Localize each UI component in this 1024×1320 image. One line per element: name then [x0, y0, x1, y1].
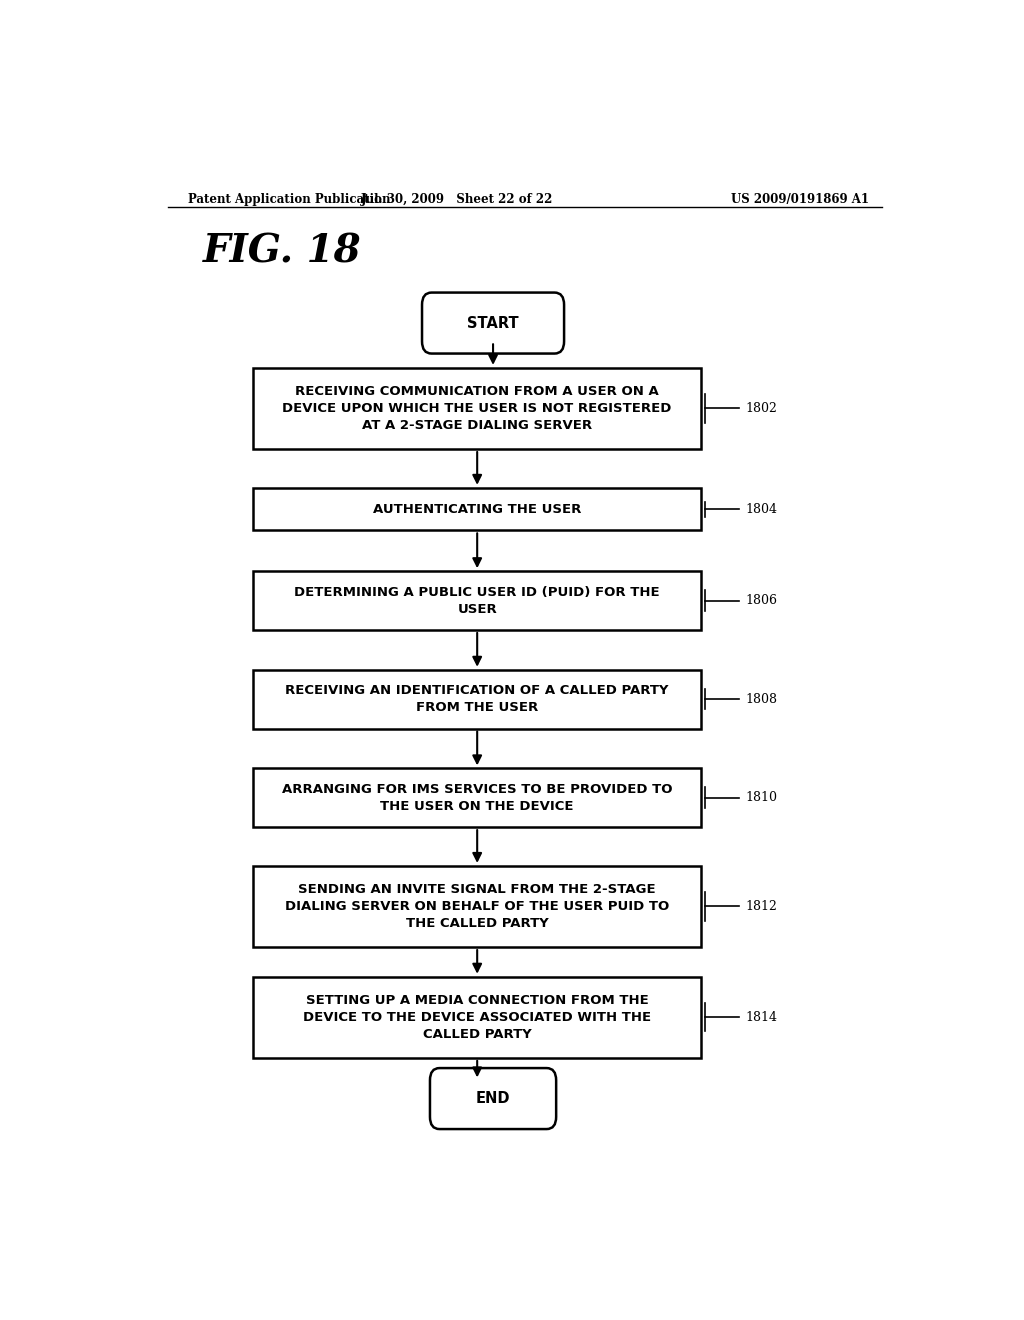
- Bar: [253, 768, 701, 828]
- Bar: [253, 368, 701, 449]
- Text: 1806: 1806: [745, 594, 778, 607]
- Text: Jul. 30, 2009   Sheet 22 of 22: Jul. 30, 2009 Sheet 22 of 22: [361, 193, 554, 206]
- Text: START: START: [467, 315, 519, 330]
- Text: RECEIVING COMMUNICATION FROM A USER ON A
DEVICE UPON WHICH THE USER IS NOT REGIS: RECEIVING COMMUNICATION FROM A USER ON A…: [283, 385, 672, 432]
- Text: 1810: 1810: [745, 791, 778, 804]
- Bar: [253, 977, 701, 1057]
- Text: 1804: 1804: [745, 503, 778, 516]
- Bar: [253, 669, 701, 729]
- Bar: [253, 487, 701, 531]
- Text: 1812: 1812: [745, 900, 777, 913]
- Bar: [253, 572, 701, 630]
- Text: SENDING AN INVITE SIGNAL FROM THE 2-STAGE
DIALING SERVER ON BEHALF OF THE USER P: SENDING AN INVITE SIGNAL FROM THE 2-STAG…: [285, 883, 670, 931]
- Text: AUTHENTICATING THE USER: AUTHENTICATING THE USER: [373, 503, 582, 516]
- Text: DETERMINING A PUBLIC USER ID (PUID) FOR THE
USER: DETERMINING A PUBLIC USER ID (PUID) FOR …: [294, 586, 660, 615]
- Text: 1802: 1802: [745, 401, 777, 414]
- FancyBboxPatch shape: [422, 293, 564, 354]
- Text: FIG. 18: FIG. 18: [204, 232, 362, 271]
- Text: Patent Application Publication: Patent Application Publication: [187, 193, 390, 206]
- Text: RECEIVING AN IDENTIFICATION OF A CALLED PARTY
FROM THE USER: RECEIVING AN IDENTIFICATION OF A CALLED …: [286, 684, 669, 714]
- FancyBboxPatch shape: [430, 1068, 556, 1129]
- Text: END: END: [476, 1092, 510, 1106]
- Text: 1808: 1808: [745, 693, 778, 706]
- Text: SETTING UP A MEDIA CONNECTION FROM THE
DEVICE TO THE DEVICE ASSOCIATED WITH THE
: SETTING UP A MEDIA CONNECTION FROM THE D…: [303, 994, 651, 1040]
- Bar: [253, 866, 701, 948]
- Text: ARRANGING FOR IMS SERVICES TO BE PROVIDED TO
THE USER ON THE DEVICE: ARRANGING FOR IMS SERVICES TO BE PROVIDE…: [282, 783, 673, 813]
- Text: 1814: 1814: [745, 1011, 778, 1024]
- Text: US 2009/0191869 A1: US 2009/0191869 A1: [731, 193, 869, 206]
